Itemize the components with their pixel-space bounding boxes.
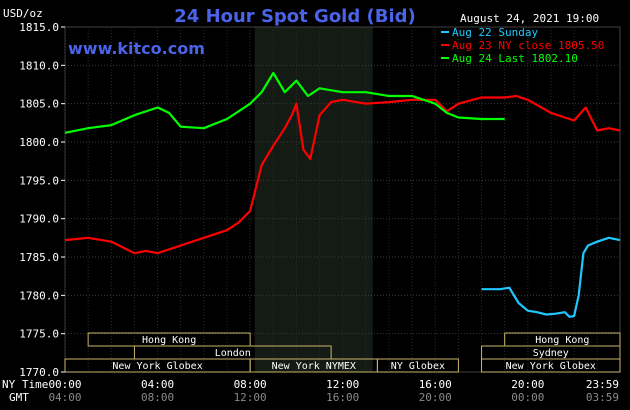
market-session-box	[376, 358, 459, 373]
market-session-label: London	[215, 348, 251, 359]
legend-label: Aug 22 Sunday	[452, 26, 538, 39]
gmt-label: GMT	[9, 391, 29, 404]
x-tick-label-ny: 08:00	[234, 378, 267, 391]
market-session-box	[481, 358, 621, 373]
x-tick-label-gmt: 08:00	[141, 391, 174, 404]
y-tick-label: 1810.0	[19, 59, 59, 72]
x-tick-label-ny: 23:59	[586, 378, 619, 391]
nymex-session-shade	[254, 27, 373, 372]
ny-time-label: NY Time	[2, 378, 48, 391]
legend-item: Aug 24 Last 1802.10	[441, 52, 578, 65]
series-line-2	[64, 71, 505, 134]
market-session-label: Hong Kong	[535, 335, 589, 346]
chart-date: August 24, 2021 19:00	[460, 12, 599, 25]
x-tick-label-gmt: 12:00	[234, 391, 267, 404]
x-tick-label-gmt: 04:00	[48, 391, 81, 404]
y-tick-label: 1790.0	[19, 213, 59, 226]
series-line-1	[64, 94, 621, 255]
x-tick-label-gmt: 00:00	[511, 391, 544, 404]
y-tick-label: 1805.0	[19, 98, 59, 111]
y-tick-label: 1780.0	[19, 289, 59, 302]
market-session-label: Sydney	[533, 348, 569, 359]
legend-label: Aug 23 NY close 1805.50	[452, 39, 604, 52]
y-tick-label: 1785.0	[19, 251, 59, 264]
x-tick-label-ny: 16:00	[419, 378, 452, 391]
y-tick-label: 1815.0	[19, 21, 59, 34]
market-session-label: New York Globex	[112, 361, 202, 372]
x-tick-label-ny: 12:00	[326, 378, 359, 391]
market-session-label: NY Globex	[391, 361, 445, 372]
x-tick-label-ny: 00:00	[48, 378, 81, 391]
market-session-label: New York NYMEX	[272, 361, 356, 372]
x-tick-label-gmt: 16:00	[326, 391, 359, 404]
market-session: NY Globex	[376, 358, 459, 373]
chart-title: 24 Hour Spot Gold (Bid)	[174, 6, 415, 27]
legend-label: Aug 24 Last 1802.10	[452, 52, 578, 65]
market-session: New York Globex	[481, 358, 621, 373]
currency-label: USD/oz	[3, 7, 43, 20]
market-session-label: New York Globex	[506, 361, 596, 372]
legend-item: Aug 22 Sunday	[441, 26, 538, 39]
x-tick-label-ny: 04:00	[141, 378, 174, 391]
x-tick-label-gmt: 03:59	[586, 391, 619, 404]
y-tick-label: 1775.0	[19, 328, 59, 341]
site-url[interactable]: www.kitco.com	[68, 39, 205, 58]
y-tick-label: 1800.0	[19, 136, 59, 149]
x-tick-label-ny: 20:00	[511, 378, 544, 391]
market-session-label: Hong Kong	[142, 335, 196, 346]
y-tick-label: 1795.0	[19, 174, 59, 187]
series-line-0	[481, 236, 621, 318]
y-tick-label: 1770.0	[19, 366, 59, 379]
x-tick-label-gmt: 20:00	[419, 391, 452, 404]
legend-item: Aug 23 NY close 1805.50	[441, 39, 604, 52]
